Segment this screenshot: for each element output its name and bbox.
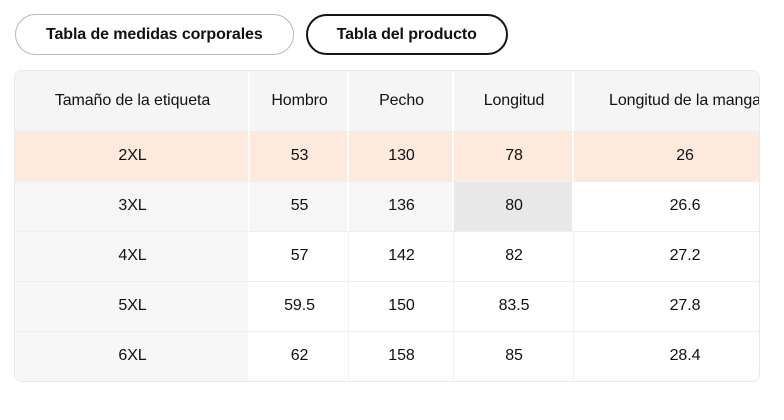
measurement-cell[interactable]: 59.5 [250,280,349,331]
measurement-cell[interactable]: 142 [349,230,454,281]
measurement-cell[interactable]: 158 [349,330,454,381]
table-row: 6XL 62 158 85 28.4 [15,330,759,381]
measurement-cell[interactable]: 83.5 [454,280,574,331]
measurement-cell[interactable]: 78 [454,131,574,181]
size-label-cell[interactable]: 2XL [15,131,250,181]
size-label-cell[interactable]: 6XL [15,330,250,381]
table-row: 4XL 57 142 82 27.2 [15,230,759,281]
measurement-cell[interactable]: 27.2 [574,230,759,281]
table-row: 2XL 53 130 78 26 [15,131,759,181]
column-header: Tamaño de la etiqueta [15,71,250,132]
measurement-cell[interactable]: 27.8 [574,280,759,331]
size-chart-tabs: Tabla de medidas corporales Tabla del pr… [15,14,508,55]
column-header: Longitud de la manga [574,71,759,132]
measurement-cell[interactable]: 136 [349,180,454,231]
table-row: 5XL 59.5 150 83.5 27.8 [15,280,759,331]
measurement-cell[interactable]: 55 [250,180,349,231]
measurement-cell[interactable]: 130 [349,131,454,181]
measurement-cell[interactable]: 82 [454,230,574,281]
measurement-cell[interactable]: 57 [250,230,349,281]
measurement-cell[interactable]: 150 [349,280,454,331]
tab-product-measurements[interactable]: Tabla del producto [305,14,508,55]
size-label-cell[interactable]: 5XL [15,280,250,331]
measurement-cell[interactable]: 26 [574,131,759,181]
column-header: Pecho [349,71,454,132]
measurement-cell[interactable]: 85 [454,330,574,381]
measurement-cell[interactable]: 26.6 [574,180,759,231]
table-header-row: Tamaño de la etiqueta Hombro Pecho Longitud… [15,71,759,132]
size-label-cell[interactable]: 4XL [15,230,250,281]
size-table-card: Tamaño de la etiqueta Hombro Pecho Longitud… [14,70,760,382]
column-header: Hombro [250,71,349,132]
column-header: Longitud [454,71,574,132]
measurement-cell[interactable]: 28.4 [574,330,759,381]
tab-body-measurements[interactable]: Tabla de medidas corporales [15,14,294,55]
table-row: 3XL 55 136 80 26.6 [15,180,759,231]
measurement-cell[interactable]: 62 [250,330,349,381]
measurement-cell[interactable]: 53 [250,131,349,181]
size-label-cell[interactable]: 3XL [15,180,250,231]
size-table-body: 2XL 53 130 78 26 3XL 55 136 80 26.6 4XL 57 142 82 27.2… [15,131,759,381]
size-table: Tamaño de la etiqueta Hombro Pecho Longitud… [15,71,759,381]
measurement-cell[interactable]: 80 [454,180,574,231]
